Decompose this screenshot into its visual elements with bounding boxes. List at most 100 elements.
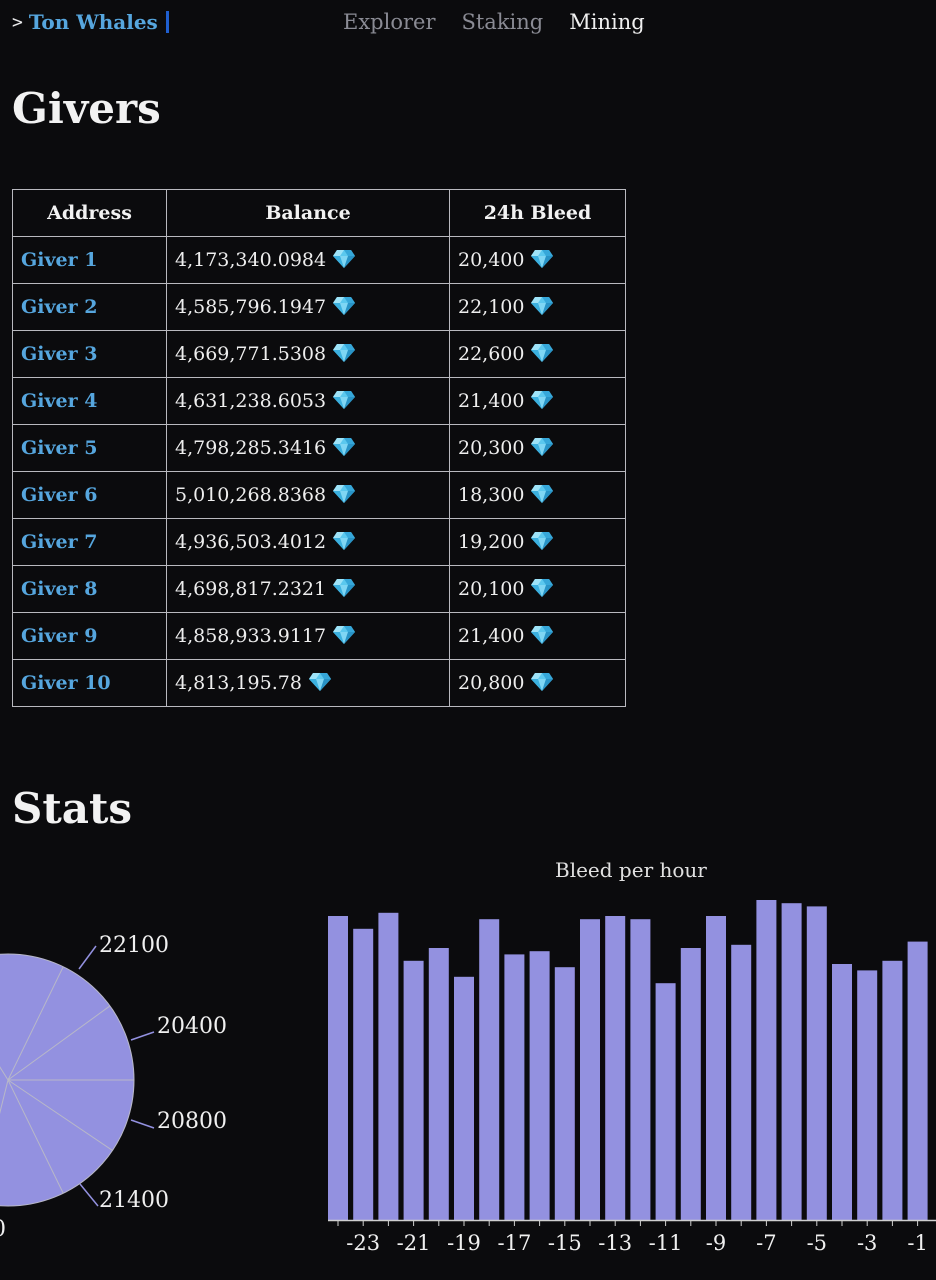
bar: [328, 916, 348, 1220]
top-nav: Explorer Staking Mining: [343, 10, 645, 34]
balance-value: 4,936,503.4012: [175, 531, 327, 553]
bar: [731, 944, 752, 1220]
x-tick-label: -13: [598, 1231, 632, 1255]
pie-label: 21400: [99, 1188, 169, 1213]
bar: [706, 916, 726, 1220]
x-tick-label: -5: [807, 1231, 827, 1255]
pie-slice-border: [0, 1079, 9, 1115]
table-row: Giver 4 4,631,238.6053 21,400: [12, 377, 626, 425]
balance-value: 4,798,285.3416: [175, 437, 327, 459]
nav-mining[interactable]: Mining: [569, 10, 645, 34]
giver-link[interactable]: Giver 1: [21, 249, 98, 271]
gem-icon: [531, 297, 554, 315]
bleed-cell: 22,600: [449, 330, 626, 378]
giver-link[interactable]: Giver 5: [21, 437, 98, 459]
bar: [378, 912, 399, 1220]
address-cell: Giver 5: [12, 424, 167, 472]
balance-cell: 4,669,771.5308: [166, 330, 450, 378]
address-cell: Giver 3: [12, 330, 167, 378]
balance-value: 4,631,238.6053: [175, 390, 327, 412]
bar: [680, 948, 701, 1220]
bar: [353, 928, 374, 1220]
pie-leader-line: [130, 1031, 155, 1041]
bar: [857, 970, 878, 1220]
nav-explorer[interactable]: Explorer: [343, 10, 436, 34]
bar-chart: -23 -21 -19 -17 -15 -13 -11 -9 -7 -5 -3 -1: [328, 900, 936, 1255]
nav-staking[interactable]: Staking: [461, 10, 544, 34]
givers-table-body: Giver 1 4,173,340.0984 20,400 Giver 2 4,585,…: [12, 236, 626, 707]
x-tick-label: -21: [397, 1231, 431, 1255]
giver-link[interactable]: Giver 6: [21, 484, 98, 506]
bleed-cell: 21,400: [449, 377, 626, 425]
balance-value: 4,173,340.0984: [175, 249, 327, 271]
bleed-cell: 21,400: [449, 612, 626, 660]
bleed-value: 20,300: [458, 437, 525, 459]
brand[interactable]: > Ton Whales: [12, 10, 169, 34]
x-tick-label: -11: [649, 1231, 683, 1255]
giver-link[interactable]: Giver 2: [21, 296, 98, 318]
giver-link[interactable]: Giver 9: [21, 625, 98, 647]
bar: [882, 960, 903, 1220]
gem-icon: [531, 344, 554, 362]
column-header-bleed: 24h Bleed: [449, 189, 626, 237]
balance-cell: 4,798,285.3416: [166, 424, 450, 472]
x-tick-label: -3: [857, 1231, 877, 1255]
address-cell: Giver 9: [12, 612, 167, 660]
x-tick-label: -17: [497, 1231, 531, 1255]
bleed-value: 22,600: [458, 343, 525, 365]
balance-value: 4,698,817.2321: [175, 578, 327, 600]
balance-cell: 4,173,340.0984: [166, 236, 450, 284]
pie-label: 20400: [157, 1014, 227, 1039]
table-row: Giver 5 4,798,285.3416 20,300: [12, 424, 626, 472]
balance-cell: 4,585,796.1947: [166, 283, 450, 331]
table-row: Giver 8 4,698,817.2321 20,100: [12, 565, 626, 613]
bleed-value: 21,400: [458, 625, 525, 647]
bar: [806, 906, 827, 1220]
gem-icon: [531, 673, 554, 691]
bleed-value: 20,800: [458, 672, 525, 694]
giver-link[interactable]: Giver 7: [21, 531, 98, 553]
bleed-value: 21,400: [458, 390, 525, 412]
gem-icon: [333, 485, 356, 503]
givers-table: Address Balance 24h Bleed Giver 1 4,173,3…: [12, 189, 626, 707]
bar: [832, 964, 852, 1220]
bar: [907, 941, 928, 1220]
gem-icon: [531, 391, 554, 409]
table-row: Giver 1 4,173,340.0984 20,400: [12, 236, 626, 284]
balance-value: 4,585,796.1947: [175, 296, 327, 318]
pie-slice-border: [7, 1005, 111, 1081]
pie-label: 0: [0, 1217, 6, 1242]
bleed-value: 19,200: [458, 531, 525, 553]
gem-icon: [531, 532, 554, 550]
bleed-value: 20,400: [458, 249, 525, 271]
table-row: Giver 9 4,858,933.9117 21,400: [12, 612, 626, 660]
balance-value: 4,813,195.78: [175, 672, 302, 694]
giver-link[interactable]: Giver 10: [21, 672, 111, 694]
bar: [630, 919, 651, 1220]
x-tick-label: -9: [706, 1231, 726, 1255]
giver-link[interactable]: Giver 8: [21, 578, 98, 600]
pie-label: 20800: [157, 1109, 227, 1134]
pie-chart: 22100 20400 20800 21400 0: [0, 933, 227, 1242]
giver-link[interactable]: Giver 4: [21, 390, 98, 412]
address-cell: Giver 2: [12, 283, 167, 331]
pie-slice-border: [7, 1079, 113, 1151]
pie-leader-line: [130, 1119, 155, 1129]
brand-name[interactable]: Ton Whales: [28, 10, 158, 34]
address-cell: Giver 7: [12, 518, 167, 566]
bleed-value: 18,300: [458, 484, 525, 506]
table-row: Giver 10 4,813,195.78 20,800: [12, 659, 626, 707]
balance-value: 4,858,933.9117: [175, 625, 327, 647]
x-tick-label: -7: [756, 1231, 776, 1255]
bar: [504, 954, 525, 1220]
table-header-row: Address Balance 24h Bleed: [12, 189, 626, 237]
bar: [655, 983, 676, 1220]
giver-link[interactable]: Giver 3: [21, 343, 98, 365]
gem-icon: [333, 250, 356, 268]
bleed-value: 20,100: [458, 578, 525, 600]
gem-icon: [333, 297, 356, 315]
gem-icon: [333, 532, 356, 550]
balance-value: 5,010,268.8368: [175, 484, 327, 506]
bar: [756, 900, 777, 1220]
